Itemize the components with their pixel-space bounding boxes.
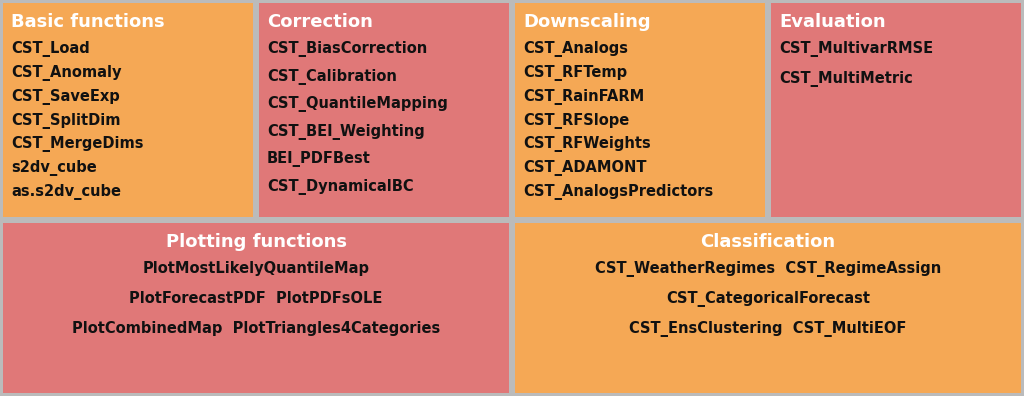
Text: CST_MultiMetric: CST_MultiMetric — [779, 71, 912, 87]
Text: CST_BEI_Weighting: CST_BEI_Weighting — [267, 124, 425, 139]
Text: Correction: Correction — [267, 13, 373, 31]
Text: CST_QuantileMapping: CST_QuantileMapping — [267, 96, 447, 112]
FancyBboxPatch shape — [3, 3, 253, 217]
Text: CST_DynamicalBC: CST_DynamicalBC — [267, 179, 414, 194]
Text: CST_RainFARM: CST_RainFARM — [523, 89, 644, 105]
Text: CST_EnsClustering  CST_MultiEOF: CST_EnsClustering CST_MultiEOF — [630, 321, 906, 337]
Text: CST_RFWeights: CST_RFWeights — [523, 136, 650, 152]
Text: as.s2dv_cube: as.s2dv_cube — [11, 184, 121, 200]
FancyBboxPatch shape — [515, 3, 765, 217]
Text: CST_MergeDims: CST_MergeDims — [11, 136, 143, 152]
Text: CST_Calibration: CST_Calibration — [267, 69, 397, 84]
Text: PlotCombinedMap  PlotTriangles4Categories: PlotCombinedMap PlotTriangles4Categories — [72, 321, 440, 336]
Text: CST_RFSlope: CST_RFSlope — [523, 112, 630, 129]
Text: PlotForecastPDF  PlotPDFsOLE: PlotForecastPDF PlotPDFsOLE — [129, 291, 383, 306]
FancyBboxPatch shape — [259, 3, 509, 217]
FancyBboxPatch shape — [515, 223, 1021, 393]
Text: Plotting functions: Plotting functions — [166, 233, 346, 251]
Text: CST_MultivarRMSE: CST_MultivarRMSE — [779, 41, 933, 57]
Text: CST_Anomaly: CST_Anomaly — [11, 65, 122, 81]
Text: Evaluation: Evaluation — [779, 13, 886, 31]
Text: CST_Load: CST_Load — [11, 41, 90, 57]
Text: CST_AnalogsPredictors: CST_AnalogsPredictors — [523, 184, 714, 200]
Text: Classification: Classification — [700, 233, 836, 251]
Text: Downscaling: Downscaling — [523, 13, 650, 31]
Text: CST_ADAMONT: CST_ADAMONT — [523, 160, 646, 176]
Text: Basic functions: Basic functions — [11, 13, 165, 31]
FancyBboxPatch shape — [771, 3, 1021, 217]
Text: CST_RFTemp: CST_RFTemp — [523, 65, 627, 81]
Text: CST_Analogs: CST_Analogs — [523, 41, 628, 57]
FancyBboxPatch shape — [3, 223, 509, 393]
Text: CST_SaveExp: CST_SaveExp — [11, 89, 120, 105]
Text: CST_SplitDim: CST_SplitDim — [11, 112, 121, 129]
Text: CST_CategoricalForecast: CST_CategoricalForecast — [666, 291, 870, 307]
Text: CST_WeatherRegimes  CST_RegimeAssign: CST_WeatherRegimes CST_RegimeAssign — [595, 261, 941, 277]
Text: s2dv_cube: s2dv_cube — [11, 160, 96, 176]
Text: PlotMostLikelyQuantileMap: PlotMostLikelyQuantileMap — [142, 261, 370, 276]
Text: BEI_PDFBest: BEI_PDFBest — [267, 151, 371, 167]
Text: CST_BiasCorrection: CST_BiasCorrection — [267, 41, 427, 57]
